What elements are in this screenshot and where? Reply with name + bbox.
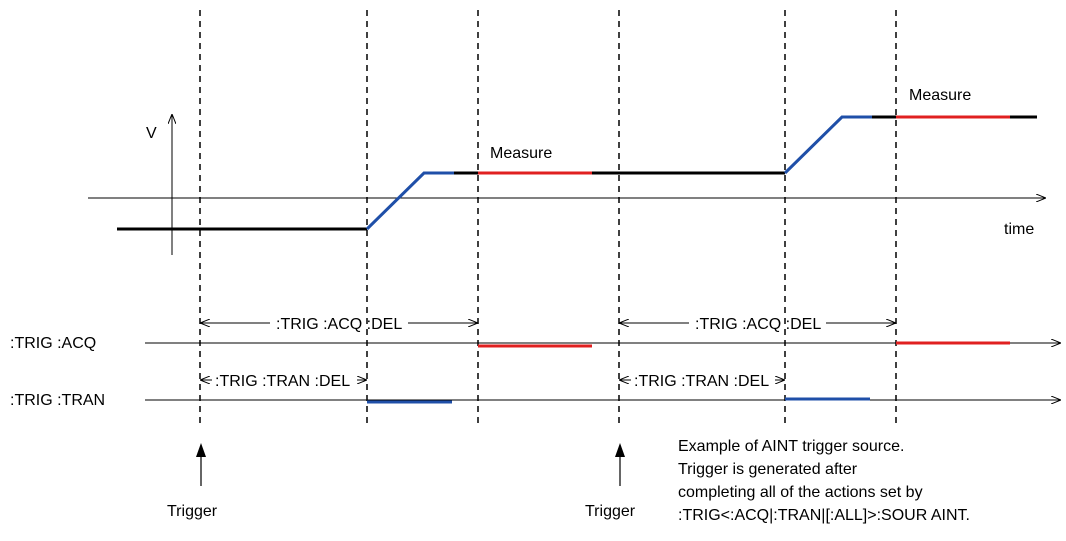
measure-label-1: Measure	[490, 145, 552, 162]
voltage-waveform	[117, 115, 1037, 231]
v-axis-label: V	[146, 125, 157, 142]
trigger-label-1: Trigger	[167, 503, 218, 520]
tran-del-label-1: :TRIG :TRAN :DEL	[215, 373, 350, 390]
aint-note: Example of AINT trigger source. Trigger …	[678, 438, 970, 524]
measure-label-2: Measure	[909, 87, 971, 104]
trigger-arrow-2	[615, 443, 625, 486]
trigger-arrowhead-2	[615, 443, 625, 457]
wave-ramp-2	[783, 115, 872, 175]
note-line-4: :TRIG<:ACQ|:TRAN|[:ALL]>:SOUR AINT.	[678, 507, 970, 524]
wave-ramp-1	[365, 171, 454, 231]
row-label-tran: :TRIG :TRAN	[10, 392, 105, 409]
delay-arrows-1	[201, 323, 477, 380]
tran-del-label-2: :TRIG :TRAN :DEL	[634, 373, 769, 390]
note-line-2: Trigger is generated after	[678, 461, 858, 478]
trigger-arrowhead-1	[196, 443, 206, 457]
acq-del-label-2: :TRIG :ACQ :DEL	[695, 316, 821, 333]
trigger-arrow-1	[196, 443, 206, 486]
note-line-1: Example of AINT trigger source.	[678, 438, 904, 455]
acq-del-label-1: :TRIG :ACQ :DEL	[276, 316, 402, 333]
note-line-3: completing all of the actions set by	[678, 484, 923, 501]
row-label-acq: :TRIG :ACQ	[10, 335, 96, 352]
dashed-guides	[199, 10, 897, 428]
time-axis-label: time	[1004, 221, 1034, 238]
delay-arrows-2	[620, 323, 895, 380]
trigger-label-2: Trigger	[585, 503, 636, 520]
